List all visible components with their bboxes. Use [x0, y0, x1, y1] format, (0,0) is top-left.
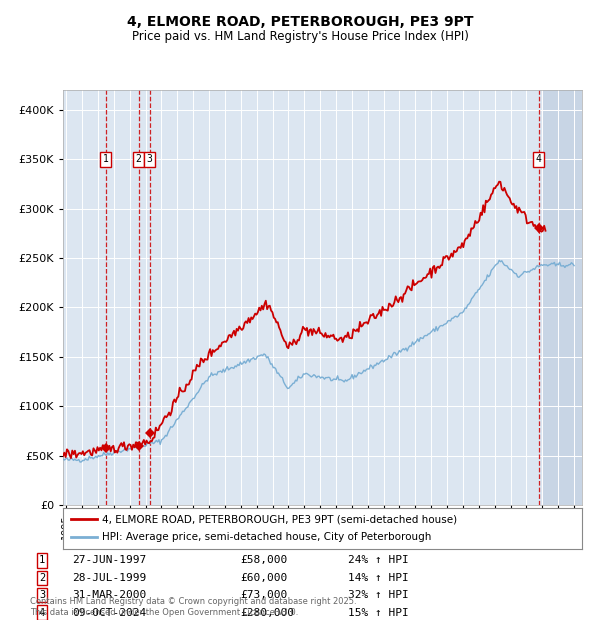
Text: 15% ↑ HPI: 15% ↑ HPI — [348, 608, 409, 618]
Text: 09-OCT-2024: 09-OCT-2024 — [72, 608, 146, 618]
Bar — [542, 90, 582, 505]
Text: 24% ↑ HPI: 24% ↑ HPI — [348, 556, 409, 565]
Text: 14% ↑ HPI: 14% ↑ HPI — [348, 573, 409, 583]
Text: Contains HM Land Registry data © Crown copyright and database right 2025.
This d: Contains HM Land Registry data © Crown c… — [30, 598, 356, 617]
Text: 2: 2 — [136, 154, 142, 164]
Text: £73,000: £73,000 — [240, 590, 287, 600]
Text: £280,000: £280,000 — [240, 608, 294, 618]
Text: 4: 4 — [536, 154, 542, 164]
Text: 1: 1 — [39, 556, 45, 565]
Text: Price paid vs. HM Land Registry's House Price Index (HPI): Price paid vs. HM Land Registry's House … — [131, 30, 469, 43]
Text: 3: 3 — [146, 154, 152, 164]
Text: 4, ELMORE ROAD, PETERBOROUGH, PE3 9PT: 4, ELMORE ROAD, PETERBOROUGH, PE3 9PT — [127, 16, 473, 30]
Text: 31-MAR-2000: 31-MAR-2000 — [72, 590, 146, 600]
Text: 1: 1 — [103, 154, 109, 164]
Text: HPI: Average price, semi-detached house, City of Peterborough: HPI: Average price, semi-detached house,… — [102, 533, 431, 542]
Text: £60,000: £60,000 — [240, 573, 287, 583]
Text: 28-JUL-1999: 28-JUL-1999 — [72, 573, 146, 583]
Text: 3: 3 — [39, 590, 45, 600]
Text: 4, ELMORE ROAD, PETERBOROUGH, PE3 9PT (semi-detached house): 4, ELMORE ROAD, PETERBOROUGH, PE3 9PT (s… — [102, 514, 457, 525]
Text: 4: 4 — [39, 608, 45, 618]
Text: 27-JUN-1997: 27-JUN-1997 — [72, 556, 146, 565]
Text: £58,000: £58,000 — [240, 556, 287, 565]
Text: 2: 2 — [39, 573, 45, 583]
Text: 32% ↑ HPI: 32% ↑ HPI — [348, 590, 409, 600]
